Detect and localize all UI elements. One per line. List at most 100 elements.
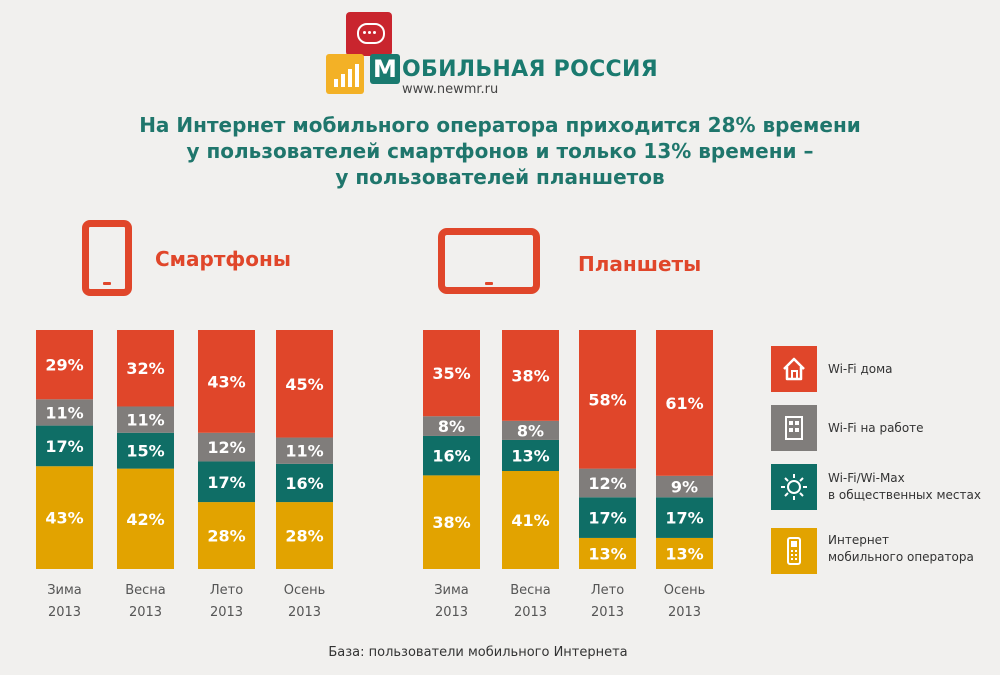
data-label-wifi-home: 58% — [588, 390, 626, 409]
legend-label-wifi-public-line1: Wi-Fi/Wi-Max — [828, 471, 905, 485]
data-label-wifi-home: 43% — [207, 372, 245, 391]
data-label-mobile-operator: 28% — [207, 527, 245, 546]
bar-segment-wifi-public — [423, 435, 480, 476]
bar-segment-wifi-home — [276, 330, 333, 438]
data-label-wifi-home: 38% — [511, 366, 549, 385]
house-icon — [771, 346, 817, 392]
x-tick-label-year: 2013 — [288, 605, 321, 620]
bar-segment-wifi-public — [36, 425, 93, 467]
x-tick-label-season: Лето — [210, 583, 243, 598]
data-label-mobile-operator: 41% — [511, 511, 549, 530]
data-label-wifi-home: 61% — [665, 394, 703, 413]
logo-letter-badge: М — [370, 54, 400, 84]
x-tick-label-year: 2013 — [210, 605, 243, 620]
smartphone-icon — [82, 220, 132, 296]
bar-segment-mobile-operator — [198, 502, 255, 569]
data-label-wifi-public: 17% — [665, 509, 703, 528]
bar-segment-wifi-work — [198, 432, 255, 462]
logo: М ОБИЛЬНАЯ РОССИЯ www.newmr.ru — [322, 10, 662, 105]
data-label-wifi-public: 16% — [285, 474, 323, 493]
data-label-wifi-public: 13% — [511, 446, 549, 465]
data-label-wifi-work: 8% — [438, 417, 465, 436]
bar-segment-wifi-home — [656, 330, 713, 476]
data-label-wifi-home: 35% — [432, 364, 470, 383]
x-tick-label-season: Осень — [664, 583, 706, 598]
x-tick-label-year: 2013 — [129, 605, 162, 620]
data-label-mobile-operator: 13% — [665, 544, 703, 563]
chart-title-tablets: Планшеты — [578, 252, 702, 276]
bar-segment-mobile-operator — [36, 466, 93, 569]
logo-name: ОБИЛЬНАЯ РОССИЯ — [402, 57, 658, 82]
bar-segment-wifi-work — [656, 475, 713, 498]
x-tick-label-season: Зима — [434, 583, 469, 598]
bar-segment-wifi-public — [579, 497, 636, 538]
bar-segment-mobile-operator — [502, 471, 559, 569]
headline-line: у пользователей смартфонов и только 13% … — [186, 139, 814, 163]
bar-segment-wifi-home — [198, 330, 255, 433]
bar-segment-mobile-operator — [117, 468, 174, 569]
data-label-wifi-public: 16% — [432, 447, 470, 466]
bar-segment-wifi-home — [423, 330, 480, 417]
data-label-mobile-operator: 28% — [285, 527, 323, 546]
bar-segment-wifi-public — [117, 432, 174, 469]
legend-label-wifi-home: Wi-Fi дома — [828, 362, 893, 376]
chart-title-smartphones: Смартфоны — [155, 247, 291, 271]
mobile-phone-icon — [771, 528, 817, 574]
headline-line: На Интернет мобильного оператора приходи… — [139, 113, 861, 137]
bar-segment-wifi-home — [579, 330, 636, 469]
legend-label-mobile-operator-line1: Интернет — [828, 533, 890, 547]
bar-segment-wifi-public — [502, 439, 559, 472]
data-label-wifi-work: 9% — [671, 478, 698, 497]
bar-segment-wifi-public — [656, 497, 713, 538]
data-label-wifi-public: 15% — [126, 442, 164, 461]
bar-segment-wifi-home — [502, 330, 559, 421]
data-label-mobile-operator: 43% — [45, 509, 83, 528]
tablet-icon — [438, 228, 540, 294]
bar-segment-mobile-operator — [423, 475, 480, 569]
legend-label-wifi-public-line2: в общественных местах — [828, 488, 981, 502]
data-label-wifi-work: 11% — [285, 442, 323, 461]
bar-segment-wifi-work — [276, 437, 333, 464]
headline: На Интернет мобильного оператора приходи… — [120, 112, 880, 190]
x-tick-label-season: Осень — [284, 583, 326, 598]
logo-url: www.newmr.ru — [402, 82, 499, 97]
footnote: База: пользователи мобильного Интернета — [328, 645, 628, 660]
legend-label-wifi-work: Wi-Fi на работе — [828, 421, 924, 435]
legend-label-mobile-operator-line2: мобильного оператора — [828, 550, 974, 564]
bar-segment-wifi-home — [36, 330, 93, 400]
data-label-wifi-work: 8% — [517, 421, 544, 440]
x-tick-label-year: 2013 — [48, 605, 81, 620]
bar-segment-wifi-work — [423, 416, 480, 436]
x-tick-label-year: 2013 — [668, 605, 701, 620]
sun-icon — [771, 464, 817, 510]
bar-segment-wifi-home — [117, 330, 174, 407]
data-label-wifi-home: 45% — [285, 375, 323, 394]
bar-segment-mobile-operator — [579, 537, 636, 569]
x-tick-label-year: 2013 — [435, 605, 468, 620]
headline-line: у пользователей планшетов — [335, 165, 665, 189]
x-tick-label-season: Зима — [47, 583, 82, 598]
data-label-wifi-home: 29% — [45, 356, 83, 375]
data-label-wifi-home: 32% — [126, 359, 164, 378]
data-label-mobile-operator: 38% — [432, 513, 470, 532]
x-tick-label-year: 2013 — [514, 605, 547, 620]
chart-smartphones: 43% 17% 11% 29% Зима 2013 42% 15% 11% 32% Весна 201… — [36, 330, 333, 620]
data-label-wifi-public: 17% — [588, 509, 626, 528]
data-label-wifi-work: 11% — [45, 403, 83, 422]
x-tick-label-season: Весна — [125, 583, 166, 598]
data-label-mobile-operator: 42% — [126, 510, 164, 529]
x-tick-label-year: 2013 — [591, 605, 624, 620]
bar-segment-wifi-public — [276, 463, 333, 503]
bar-chart-icon — [326, 54, 364, 94]
bar-segment-wifi-work — [36, 399, 93, 426]
data-label-wifi-work: 12% — [588, 474, 626, 493]
x-tick-label-season: Лето — [591, 583, 624, 598]
data-label-wifi-public: 17% — [207, 473, 245, 492]
data-label-wifi-work: 11% — [126, 411, 164, 430]
bar-segment-mobile-operator — [276, 502, 333, 569]
bar-segment-wifi-work — [579, 468, 636, 498]
chat-bubble-icon — [346, 12, 392, 56]
bar-segment-wifi-work — [502, 420, 559, 440]
bar-segment-wifi-work — [117, 406, 174, 433]
